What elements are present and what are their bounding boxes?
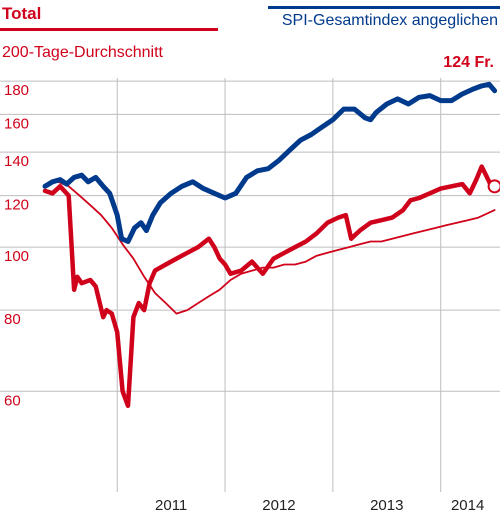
last-value-label: 124 Fr.: [443, 54, 494, 71]
y-tick-label: 80: [4, 311, 21, 328]
spi-line: [42, 81, 498, 244]
x-tick-label: 2013: [370, 497, 403, 514]
x-axis-ticks: 2011 2012 2013 2014: [155, 497, 484, 514]
x-tick-label: 2011: [155, 497, 187, 514]
y-tick-label: 120: [4, 197, 29, 214]
moving-average-line: [57, 180, 496, 315]
y-tick-label: 60: [4, 392, 21, 409]
legend-total-title: Total: [2, 4, 42, 23]
y-tick-label: 100: [4, 248, 29, 265]
legend-spi-label: SPI-Gesamtindex angeglichen: [281, 12, 498, 29]
grid: [0, 78, 500, 492]
y-axis-ticks: 60 80 100 120 140 160 180: [4, 82, 29, 409]
series-lines: [42, 81, 500, 409]
y-tick-label: 180: [4, 82, 29, 99]
legend-moving-average-label: 200-Tage-Durchschnitt: [2, 44, 163, 61]
x-tick-label: 2014: [451, 497, 484, 514]
x-tick-label: 2012: [262, 497, 295, 514]
y-tick-label: 140: [4, 153, 29, 170]
y-tick-label: 160: [4, 115, 29, 132]
total-last-point-marker: [487, 179, 500, 194]
legend-spi-line: [268, 6, 500, 9]
legend-total-line: [0, 28, 218, 31]
total-line: [42, 164, 497, 409]
